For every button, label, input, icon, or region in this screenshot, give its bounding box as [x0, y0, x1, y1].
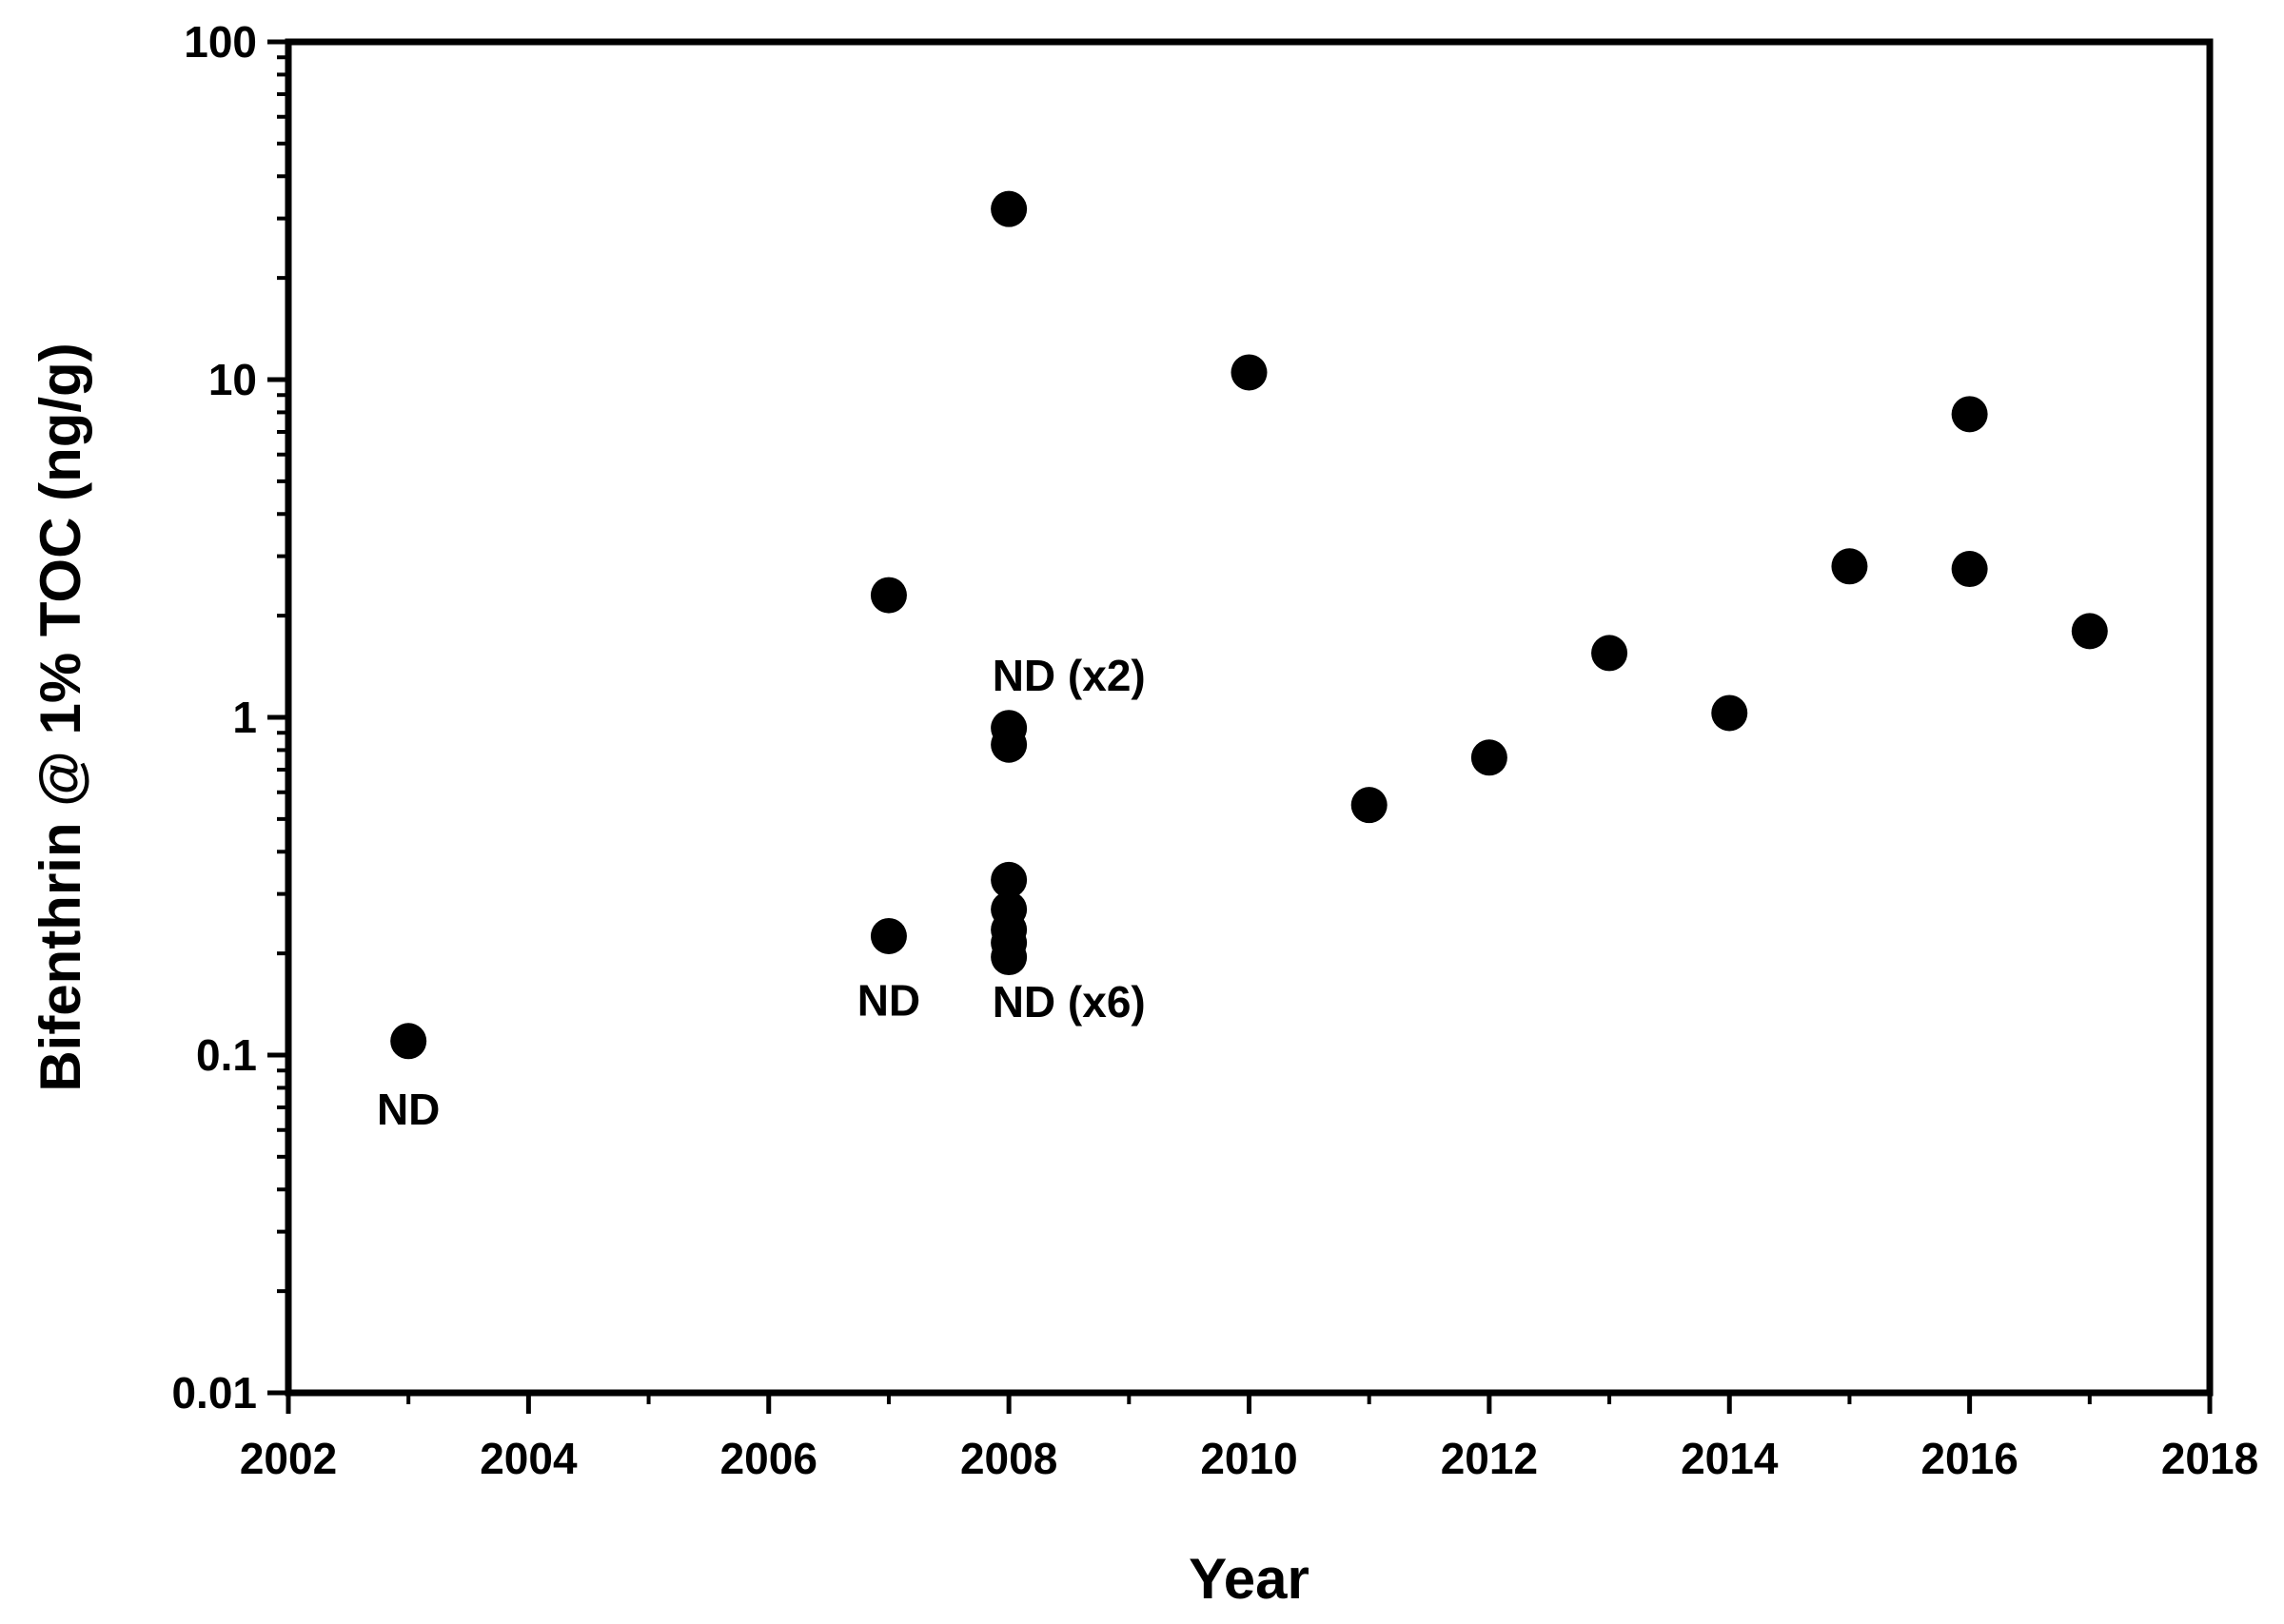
data-point [991, 726, 1028, 763]
x-tick-label: 2006 [720, 1434, 817, 1483]
data-points [390, 190, 2108, 1060]
y-axis-ticks: 0.01 0.1 1 10 100 [171, 17, 288, 1418]
minor-ticks [277, 55, 2092, 1404]
x-tick-label: 2016 [1920, 1434, 2018, 1483]
x-tick-label: 2010 [1200, 1434, 1297, 1483]
x-tick-label: 2004 [480, 1434, 578, 1483]
data-point [1231, 354, 1268, 391]
data-point [1350, 787, 1388, 824]
data-point [870, 577, 907, 614]
data-point [2071, 613, 2108, 650]
y-tick-label: 0.01 [171, 1368, 257, 1418]
y-axis-title: Bifenthrin @ 1% TOC (ng/g) [29, 342, 92, 1091]
annotation-label: ND [377, 1085, 440, 1134]
data-point [870, 917, 907, 954]
x-axis-title: Year [1189, 1547, 1309, 1611]
data-point [991, 939, 1028, 976]
x-tick-label: 2014 [1681, 1434, 1779, 1483]
x-axis-ticks: 2002 2004 2006 2008 2010 2012 2014 2016 2018 [240, 1393, 2258, 1483]
annotations: ND ND ND (x2) ND (x6) [377, 651, 1146, 1134]
annotation-label: ND (x2) [993, 651, 1146, 700]
data-point [1711, 695, 1748, 732]
data-point [1951, 551, 1988, 588]
data-point [991, 861, 1028, 898]
y-tick-label: 10 [208, 355, 257, 404]
annotation-label: ND (x6) [993, 977, 1146, 1027]
data-point [1951, 396, 1988, 433]
y-tick-label: 100 [184, 17, 257, 67]
data-point [390, 1023, 427, 1060]
plot-area-frame [285, 38, 2214, 1397]
annotation-label: ND [857, 976, 920, 1026]
y-tick-label: 1 [232, 693, 257, 742]
data-point [1470, 739, 1507, 776]
x-tick-label: 2018 [2161, 1434, 2258, 1483]
y-tick-label: 0.1 [196, 1030, 257, 1080]
x-tick-label: 2008 [960, 1434, 1057, 1483]
data-point [1831, 548, 1868, 585]
data-point [991, 190, 1028, 227]
x-tick-label: 2002 [240, 1434, 337, 1483]
data-point [1591, 635, 1628, 672]
x-tick-label: 2012 [1441, 1434, 1538, 1483]
